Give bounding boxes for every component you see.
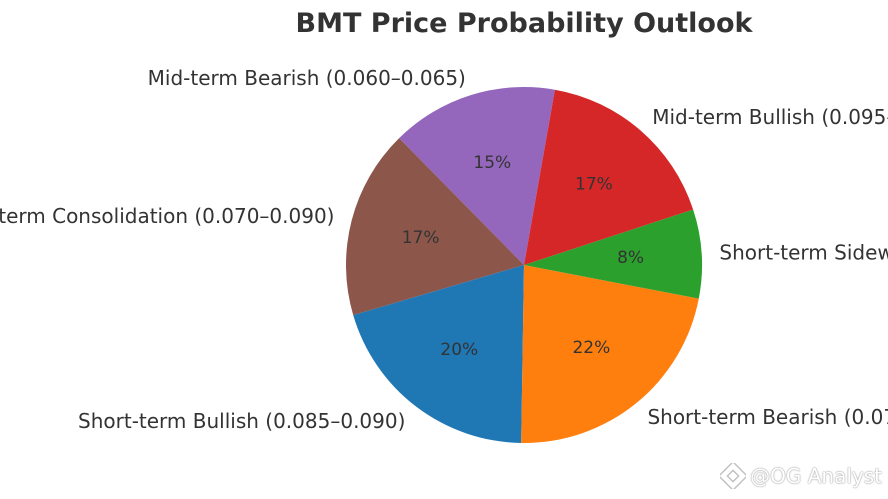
slice-label-mid-term-bearish: Mid-term Bearish (0.060–0.065) bbox=[148, 66, 466, 90]
pie-slice-short-term-bullish bbox=[353, 265, 524, 443]
slice-label-short-term-bullish: Short-term Bullish (0.085–0.090) bbox=[78, 409, 405, 433]
binance-diamond-icon bbox=[720, 463, 747, 489]
chart-title: BMT Price Probability Outlook bbox=[296, 8, 754, 39]
pie-slice-mid-term-bullish bbox=[524, 89, 694, 265]
pie-slice-short-term-bearish bbox=[521, 265, 699, 443]
watermark-text: @OG Analyst bbox=[750, 464, 882, 488]
watermark: @OG Analyst bbox=[720, 463, 882, 489]
pct-label-mid-term-bearish: 15% bbox=[473, 153, 511, 173]
pie-slice-short-term-sideways bbox=[524, 209, 702, 299]
pie-slice-mid-term-bearish bbox=[399, 87, 555, 266]
pct-label-mid-term-consolidation: 17% bbox=[402, 228, 440, 248]
pct-label-short-term-bullish: 20% bbox=[440, 340, 478, 360]
slice-label-short-term-bearish: Short-term Bearish (0.070–0.068) bbox=[647, 405, 888, 429]
pie-labels: 15% Mid-term Bearish (0.060–0.065) 17% Mid-… bbox=[0, 66, 888, 433]
pie-slice-mid-term-consolidation bbox=[345, 138, 524, 316]
pct-label-short-term-sideways: 8% bbox=[617, 248, 644, 268]
pie-slices bbox=[345, 87, 702, 443]
pct-label-short-term-bearish: 22% bbox=[572, 338, 610, 358]
slice-label-short-term-sideways: Short-term Sideways (0.075–0.080) bbox=[719, 241, 888, 265]
pct-label-mid-term-bullish: 17% bbox=[575, 174, 613, 194]
slice-label-mid-term-consolidation: Mid-term Consolidation (0.070–0.090) bbox=[0, 204, 334, 228]
slice-label-mid-term-bullish: Mid-term Bullish (0.095–0.100) bbox=[652, 105, 888, 129]
